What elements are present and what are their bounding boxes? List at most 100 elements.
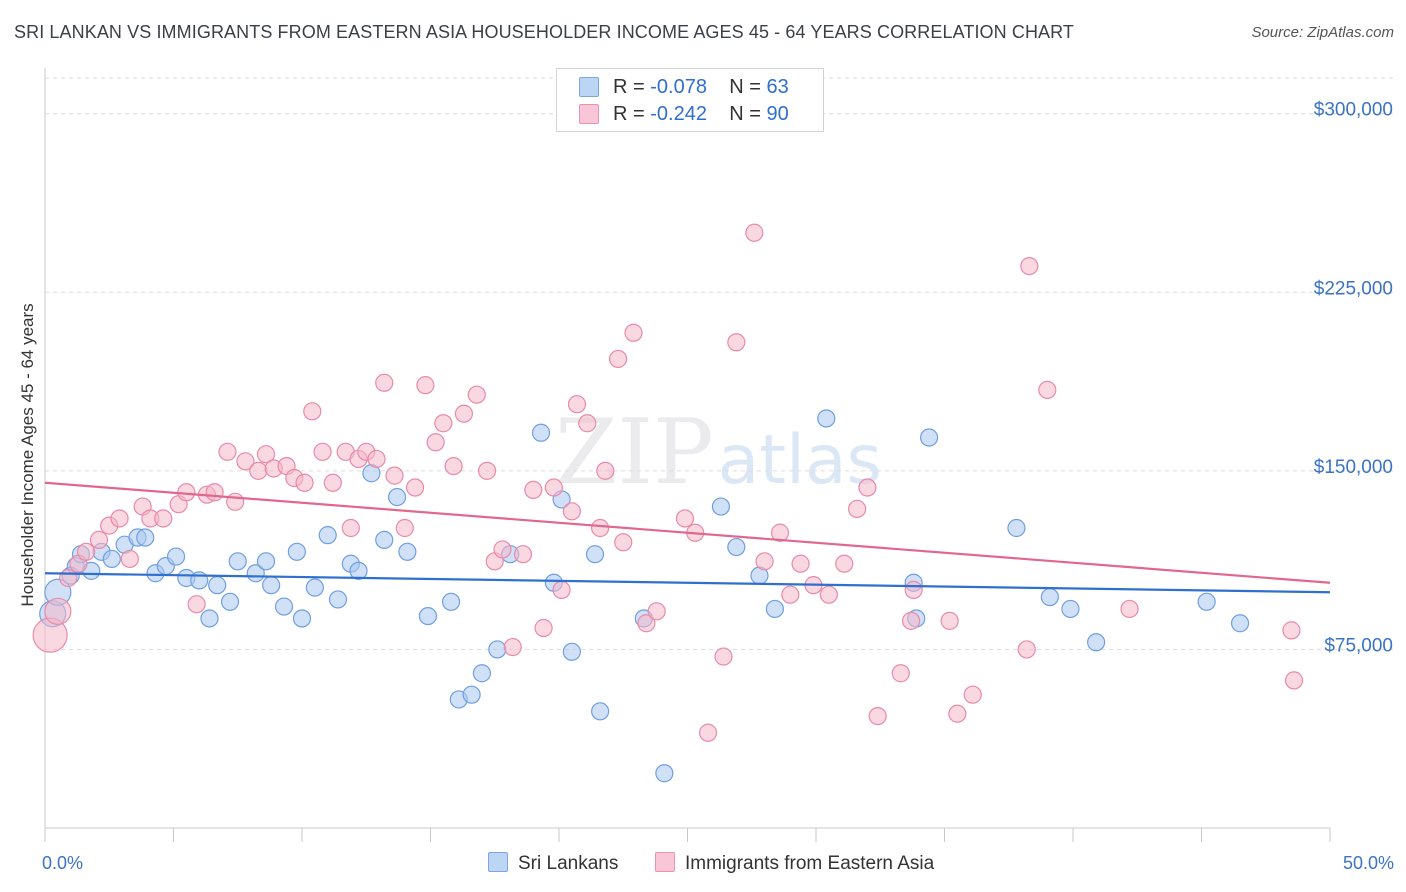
data-point [220, 592, 240, 611]
trend-line-sri-lankans [44, 572, 1331, 594]
data-point [441, 592, 461, 611]
legend-r-value: -0.242 [650, 103, 707, 125]
data-point [1120, 599, 1139, 619]
watermark: ZIPatlas [555, 400, 882, 505]
legend-n-value: 90 [766, 103, 789, 125]
data-point [770, 523, 790, 542]
data-point [303, 402, 322, 421]
data-point [110, 509, 129, 528]
data-point [562, 642, 581, 661]
data-point [236, 452, 255, 471]
data-point [901, 611, 921, 630]
chart-title: SRI LANKAN VS IMMIGRANTS FROM EASTERN AS… [14, 22, 1075, 42]
legend-r-label: R = [613, 103, 651, 125]
data-point [328, 590, 348, 609]
source-label: Source: ZipAtlas.com [1251, 24, 1394, 41]
series-eastern-asia-points [32, 223, 1304, 742]
data-point [596, 461, 615, 480]
data-point [578, 414, 597, 433]
data-point [228, 552, 247, 571]
data-point [375, 530, 394, 550]
data-point [77, 542, 96, 561]
data-point [817, 409, 836, 428]
series-sri-lankans-points [39, 409, 1250, 783]
data-point [367, 449, 386, 469]
data-point [727, 333, 746, 352]
data-point [1087, 633, 1106, 652]
x-tick-label-min: 0.0% [42, 853, 84, 873]
data-point [274, 597, 294, 616]
data-point [398, 542, 417, 561]
data-point [1007, 518, 1026, 538]
legend-n-value: 63 [766, 76, 789, 98]
y-axis-label: Householder Income Ages 45 - 64 years [18, 303, 37, 607]
data-point [349, 561, 368, 580]
data-point [444, 456, 463, 476]
grid-lines [45, 77, 1395, 650]
data-point [187, 595, 206, 614]
x-tick-label-max: 50.0% [1342, 853, 1394, 873]
data-point [948, 704, 967, 723]
data-point [919, 428, 939, 447]
data-point [477, 461, 497, 480]
bottom-legend-sri-lankans: Sri Lankans [488, 852, 618, 876]
data-point [647, 602, 666, 621]
data-point [1017, 640, 1036, 659]
data-point [136, 528, 155, 547]
y-tick-label: $300,000 [1314, 100, 1393, 121]
data-point [745, 223, 764, 242]
data-point [120, 549, 139, 569]
bottom-legend-eastern-asia: Immigrants from Eastern Asia [655, 852, 934, 876]
data-point [819, 585, 838, 604]
bottom-legend-label: Sri Lankans [518, 853, 619, 874]
data-point [848, 499, 867, 519]
data-point [1197, 592, 1216, 611]
data-point [544, 478, 563, 497]
data-point [89, 530, 109, 550]
data-point [256, 552, 276, 571]
data-point [1038, 380, 1057, 400]
data-point [1282, 621, 1301, 640]
data-point [472, 664, 491, 683]
data-point [591, 518, 610, 538]
data-point [868, 706, 887, 726]
y-tick-label: $225,000 [1314, 278, 1393, 299]
data-point [567, 395, 587, 414]
legend-swatch-pink [579, 104, 599, 124]
data-point [904, 580, 923, 600]
data-point [711, 497, 731, 516]
data-point [467, 385, 486, 404]
data-point [493, 540, 512, 559]
data-point [341, 518, 360, 538]
correlation-legend: R = -0.078 N = 63 R = -0.242 N = 90 [556, 68, 824, 132]
data-point [781, 585, 800, 604]
data-point [791, 554, 810, 573]
data-point [1061, 599, 1080, 619]
data-point [426, 433, 445, 452]
data-point [262, 576, 281, 595]
data-point [552, 580, 571, 600]
data-point [524, 480, 543, 500]
data-point [891, 664, 910, 683]
data-point [698, 723, 718, 742]
data-point [226, 492, 245, 511]
data-point [313, 442, 332, 461]
legend-n-label: N = [729, 76, 767, 98]
trend-line-eastern-asia [44, 481, 1331, 584]
data-point [462, 685, 481, 704]
data-point [1020, 256, 1039, 276]
data-point [318, 526, 337, 545]
data-point [585, 545, 605, 564]
data-point [609, 349, 628, 369]
data-point [205, 483, 224, 502]
watermark-atlas: atlas [717, 421, 882, 500]
data-point [166, 547, 186, 566]
data-point [614, 533, 633, 552]
data-point [727, 537, 746, 557]
data-point [513, 545, 533, 564]
data-point [755, 552, 774, 571]
legend-swatch-blue [579, 77, 599, 97]
data-point [305, 578, 324, 597]
data-point [835, 554, 854, 573]
